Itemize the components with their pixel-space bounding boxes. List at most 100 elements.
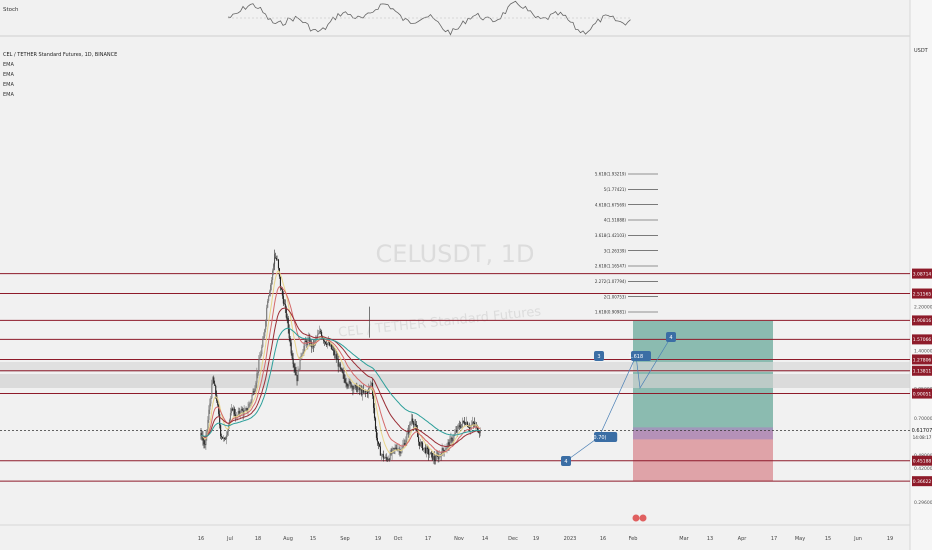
- candle-body: [434, 459, 436, 461]
- candle-body: [261, 346, 263, 355]
- candle-body: [332, 349, 334, 351]
- x-tick-label: 13: [707, 536, 713, 542]
- candle-body: [447, 442, 449, 445]
- wave-label-text: 4: [669, 335, 672, 341]
- candle-body: [219, 413, 221, 426]
- candle-body: [403, 443, 405, 446]
- y-tick-label: 1.40000: [914, 349, 932, 355]
- candle-body: [259, 357, 261, 360]
- candle-body: [339, 363, 341, 368]
- candle-body: [293, 364, 295, 368]
- candle-body: [423, 447, 426, 449]
- candle-body: [472, 422, 475, 424]
- candle-body: [318, 333, 320, 335]
- level-price-tag: [912, 476, 932, 487]
- candle-body: [209, 403, 211, 410]
- indicator-label: EMA: [3, 82, 14, 88]
- candle-body: [264, 329, 266, 337]
- candle-body: [257, 371, 259, 374]
- candle-body: [363, 389, 365, 393]
- candle-body: [274, 257, 277, 259]
- currency-label: USDT: [914, 48, 929, 54]
- candle-body: [330, 344, 332, 350]
- candle-body: [276, 259, 279, 261]
- candle-body: [468, 426, 470, 428]
- candle-body: [277, 259, 280, 269]
- candle-body: [301, 354, 303, 357]
- candle-body: [289, 337, 291, 343]
- candle-body: [356, 385, 358, 392]
- candle-body: [454, 433, 456, 436]
- candle-body: [343, 374, 345, 379]
- candle-body: [352, 386, 354, 390]
- candle-body: [300, 356, 302, 357]
- x-tick-label: Jul: [226, 536, 233, 542]
- candle-body: [288, 328, 290, 338]
- candle-body: [461, 423, 463, 428]
- candle-body: [379, 446, 381, 456]
- candle-body: [424, 447, 427, 454]
- candle-body: [450, 437, 452, 439]
- candle-body: [415, 423, 417, 426]
- candle-body: [376, 437, 378, 442]
- candle-body: [270, 284, 272, 292]
- candle-body: [239, 412, 241, 414]
- candle-body: [253, 391, 255, 393]
- candle-body: [479, 430, 481, 434]
- wave-label-box: [594, 432, 618, 442]
- candle-body: [323, 337, 325, 341]
- candle-body: [218, 404, 220, 414]
- candle-body: [469, 427, 471, 429]
- x-tick-label: May: [795, 536, 805, 542]
- x-tick-label: 16: [600, 536, 606, 542]
- candle-body: [388, 459, 390, 461]
- candle-body: [359, 387, 361, 391]
- x-tick-label: Dec: [508, 536, 518, 542]
- candle-body: [223, 437, 225, 439]
- candle-body: [422, 447, 425, 450]
- candle-body: [336, 358, 338, 360]
- candle-body: [327, 341, 329, 343]
- y-tick-label: 0.70000: [914, 416, 932, 422]
- candle-body: [283, 303, 285, 305]
- wave-label-text: 3: [597, 354, 600, 360]
- x-tick-label: Nov: [454, 536, 464, 542]
- candle-body: [463, 420, 465, 422]
- candle-body: [262, 339, 264, 347]
- candle-body: [312, 344, 314, 348]
- candle-body: [432, 456, 434, 460]
- price-countdown-text: 14:08:17: [913, 435, 932, 440]
- candle-body: [413, 422, 415, 426]
- candle-body: [385, 457, 387, 459]
- candle-body: [443, 450, 445, 452]
- candle-body: [396, 449, 398, 450]
- fib-level-label: 2.618(1.16547): [595, 264, 627, 269]
- x-tick-label: Jun: [853, 536, 862, 542]
- level-price-text: 3.08714: [913, 271, 932, 277]
- candle-body: [471, 422, 474, 425]
- candle-body: [272, 270, 274, 280]
- candle-body: [378, 444, 380, 447]
- candle-body: [305, 340, 307, 342]
- candle-body: [345, 382, 347, 384]
- candle-body: [412, 418, 414, 423]
- candle-body: [205, 434, 207, 446]
- candle-body: [392, 448, 394, 450]
- candle-body: [367, 391, 369, 394]
- wave-label-text: 4: [564, 459, 567, 465]
- long-position-entry-band: [633, 427, 773, 440]
- candle-body: [287, 318, 289, 329]
- candle-body: [230, 408, 232, 414]
- candle-body: [290, 342, 292, 354]
- wave-label-text: (0.70): [591, 435, 606, 441]
- x-tick-label: Apr: [738, 536, 748, 542]
- candle-body: [389, 452, 391, 461]
- candle-body: [371, 382, 373, 386]
- level-price-tag: [912, 365, 932, 376]
- candle-body: [400, 452, 402, 454]
- candle-body: [324, 341, 327, 344]
- candle-body: [210, 398, 212, 404]
- candle-body: [344, 378, 346, 383]
